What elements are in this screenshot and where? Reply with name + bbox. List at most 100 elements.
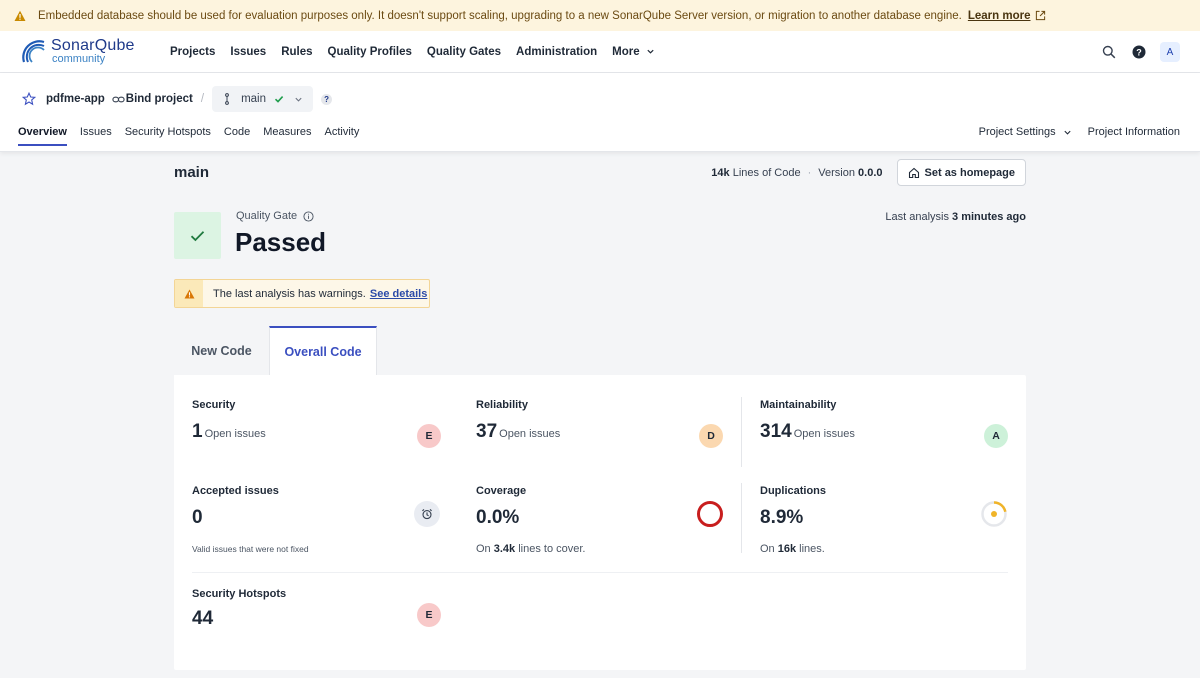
nav-more-label: More — [612, 45, 640, 58]
tab-activity[interactable]: Activity — [324, 126, 360, 138]
help-icon[interactable]: ? — [1132, 45, 1146, 59]
quality-gate-label: Quality Gate — [236, 210, 314, 222]
breadcrumb-separator: / — [200, 93, 205, 105]
external-link-icon — [1035, 10, 1045, 21]
version-label: Version — [818, 166, 855, 179]
maintainability-rating[interactable]: A — [984, 424, 1008, 448]
quality-gate-label-text: Quality Gate — [236, 210, 298, 222]
branch-selector[interactable]: main — [212, 86, 314, 112]
reliability-rating[interactable]: D — [699, 424, 723, 448]
warning-text: The last analysis has warnings. — [213, 287, 366, 300]
top-navigation: SonarQube community Projects Issues Rule… — [0, 31, 1200, 73]
coverage-note-suffix: lines to cover. — [518, 543, 586, 555]
reliability-card[interactable]: Reliability 37 Open issues — [476, 399, 560, 443]
coverage-card[interactable]: Coverage 0.0% On 3.4k lines to cover. — [476, 485, 586, 555]
user-avatar[interactable]: A — [1160, 42, 1180, 62]
maintainability-sub: Open issues — [793, 428, 855, 440]
warning-icon — [14, 10, 26, 21]
nav-rules[interactable]: Rules — [281, 45, 313, 58]
tab-new-code[interactable]: New Code — [191, 344, 252, 358]
accepted-issues-badge — [414, 501, 440, 527]
bind-project-link[interactable]: Bind project — [125, 93, 193, 105]
branch-icon — [225, 93, 229, 105]
reliability-value: 37 — [476, 421, 498, 442]
hotspots-value: 44 — [192, 608, 214, 629]
brand-name: SonarQube — [51, 37, 135, 54]
banner-text: Embedded database should be used for eva… — [38, 9, 962, 22]
row-divider — [192, 572, 1008, 573]
evaluation-banner: Embedded database should be used for eva… — [0, 0, 1200, 31]
security-sub: Open issues — [204, 428, 266, 440]
column-divider — [741, 483, 742, 553]
maintainability-title: Maintainability — [760, 399, 837, 411]
security-card[interactable]: Security 1 Open issues — [192, 399, 266, 443]
info-icon[interactable] — [303, 210, 314, 222]
nav-issues[interactable]: Issues — [230, 45, 267, 58]
tab-project-information[interactable]: Project Information — [1087, 126, 1180, 138]
duplications-card[interactable]: Duplications 8.9% On 16k lines. — [760, 485, 826, 555]
set-as-homepage-label: Set as homepage — [924, 166, 1015, 179]
sonarqube-logo-icon — [22, 39, 45, 63]
chevron-down-icon — [295, 97, 302, 102]
meta-separator: · — [807, 166, 812, 179]
column-divider — [741, 397, 742, 467]
security-hotspots-card[interactable]: Security Hotspots 44 — [192, 588, 286, 630]
nav-quality-profiles[interactable]: Quality Profiles — [327, 45, 412, 58]
nav-projects[interactable]: Projects — [170, 45, 216, 58]
duplications-title: Duplications — [760, 485, 827, 497]
tab-issues[interactable]: Issues — [79, 126, 112, 138]
branch-help-icon[interactable]: ? — [321, 93, 333, 105]
star-icon[interactable] — [22, 92, 36, 106]
reliability-title: Reliability — [476, 399, 528, 411]
check-icon — [190, 230, 205, 241]
project-right-tabs: Project Settings Project Information — [963, 126, 1180, 138]
coverage-title: Coverage — [476, 485, 527, 497]
loc-value: 14k — [711, 166, 730, 179]
tab-measures[interactable]: Measures — [263, 126, 312, 138]
tab-project-settings[interactable]: Project Settings — [979, 126, 1072, 138]
tab-overall-code[interactable]: Overall Code — [269, 326, 377, 376]
top-right-actions: ? A — [1086, 31, 1180, 73]
security-value: 1 — [192, 421, 203, 442]
search-icon[interactable] — [1102, 45, 1116, 59]
nav-more[interactable]: More — [612, 46, 654, 58]
maintainability-card[interactable]: Maintainability 314 Open issues — [760, 399, 855, 443]
hotspots-rating[interactable]: E — [417, 603, 441, 627]
project-settings-label: Project Settings — [978, 126, 1056, 138]
coverage-value: 0.0% — [476, 507, 520, 528]
project-meta: 14k Lines of Code · Version 0.0.0 Set as… — [711, 159, 1026, 186]
project-tabs: Overview Issues Security Hotspots Code M… — [18, 126, 372, 146]
set-as-homepage-button[interactable]: Set as homepage — [896, 159, 1026, 186]
accepted-value: 0 — [192, 507, 203, 528]
tab-code[interactable]: Code — [223, 126, 251, 138]
coverage-note-value: 3.4k — [493, 543, 516, 555]
see-details-link[interactable]: See details — [369, 287, 428, 300]
coverage-ring — [697, 501, 723, 527]
duplications-note-suffix: lines. — [799, 543, 825, 555]
tab-security-hotspots[interactable]: Security Hotspots — [124, 126, 211, 138]
main-nav: Projects Issues Rules Quality Profiles Q… — [170, 46, 670, 58]
security-rating[interactable]: E — [417, 424, 441, 448]
alarm-clock-icon — [422, 508, 432, 520]
nav-administration[interactable]: Administration — [516, 45, 598, 58]
quality-gate-status: Passed — [235, 227, 327, 257]
last-analysis-value: 3 minutes ago — [952, 211, 1026, 223]
chevron-down-icon — [1064, 130, 1071, 135]
coverage-note-prefix: On — [476, 543, 491, 555]
accepted-issues-card[interactable]: Accepted issues 0 Valid issues that were… — [192, 485, 309, 554]
branch-title: main — [174, 164, 210, 181]
reliability-sub: Open issues — [499, 428, 561, 440]
loc-label: Lines of Code — [732, 166, 801, 179]
hotspots-title: Security Hotspots — [192, 588, 287, 600]
code-tabs: New Code Overall Code — [174, 326, 377, 376]
project-name[interactable]: pdfme-app — [46, 93, 105, 105]
brand-edition: community — [52, 53, 106, 65]
warning-icon-box — [175, 280, 203, 307]
version-value: 0.0.0 — [858, 166, 883, 179]
tab-overview[interactable]: Overview — [18, 126, 67, 146]
sonarqube-logo[interactable]: SonarQube community — [20, 38, 160, 66]
metrics-panel: Security 1 Open issues E Reliability 37 Op… — [174, 375, 1026, 670]
nav-quality-gates[interactable]: Quality Gates — [426, 45, 502, 58]
learn-more-link[interactable]: Learn more — [967, 9, 1031, 22]
warning-icon — [184, 289, 194, 299]
